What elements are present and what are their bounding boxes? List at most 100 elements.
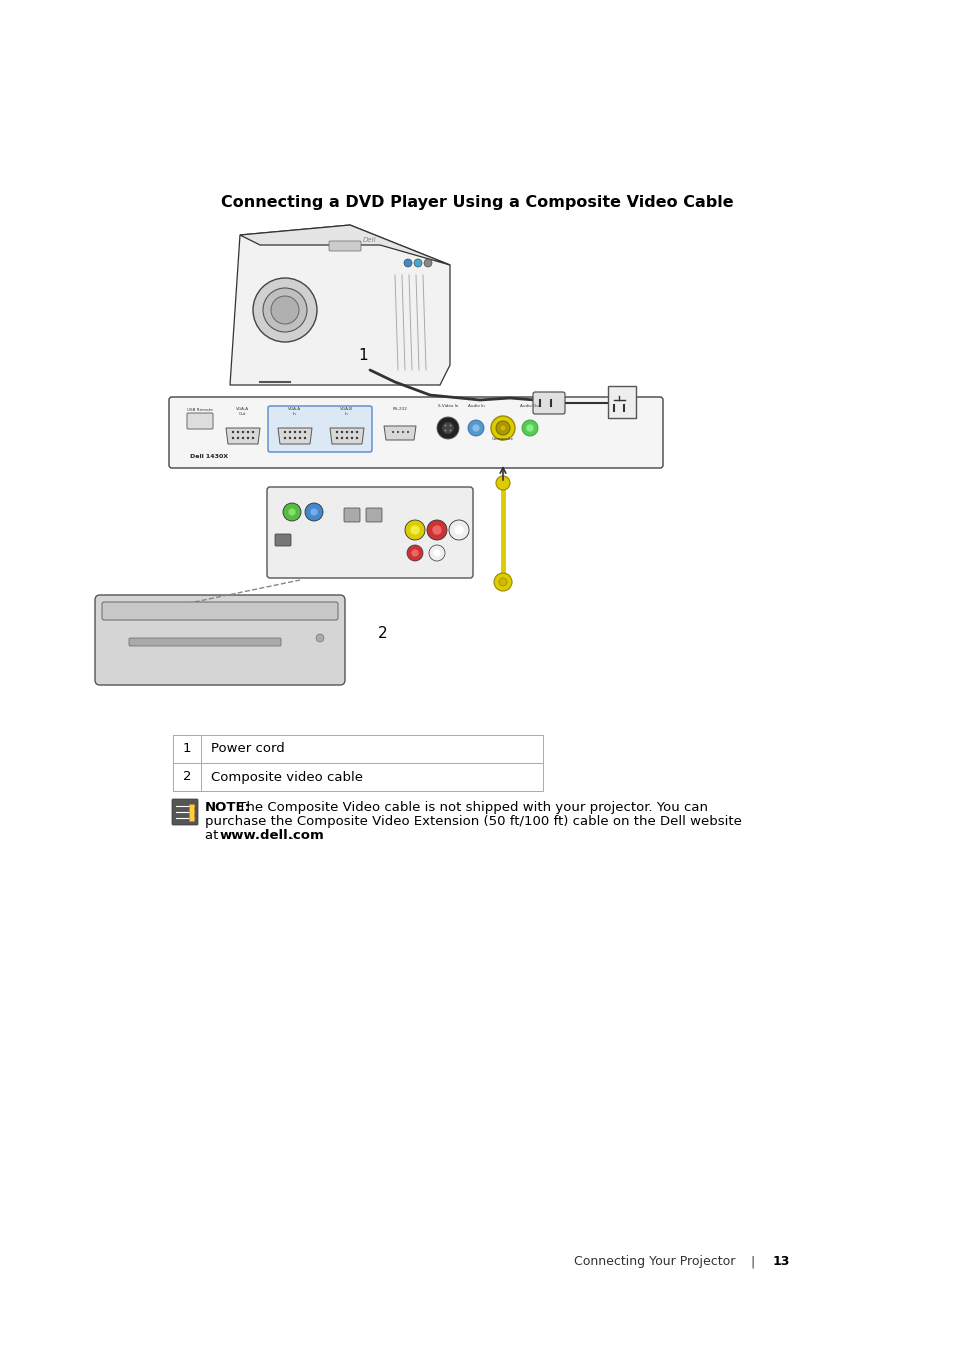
FancyBboxPatch shape <box>268 406 372 452</box>
Circle shape <box>499 425 505 431</box>
Circle shape <box>310 508 317 516</box>
Bar <box>172 734 542 763</box>
Circle shape <box>494 572 512 591</box>
Text: Power cord: Power cord <box>211 743 284 756</box>
Circle shape <box>410 525 419 535</box>
Polygon shape <box>277 428 312 444</box>
Circle shape <box>411 549 418 558</box>
Circle shape <box>294 437 295 439</box>
Circle shape <box>335 431 338 433</box>
Text: In: In <box>293 412 296 416</box>
Polygon shape <box>330 428 364 444</box>
Circle shape <box>345 431 348 433</box>
Circle shape <box>401 431 403 433</box>
Circle shape <box>283 431 286 433</box>
Circle shape <box>392 431 394 433</box>
Text: Connecting a DVD Player Using a Composite Video Cable: Connecting a DVD Player Using a Composit… <box>220 194 733 211</box>
Circle shape <box>232 437 233 439</box>
Text: S-Video In: S-Video In <box>437 404 457 408</box>
Circle shape <box>355 431 357 433</box>
Circle shape <box>444 424 446 427</box>
Circle shape <box>236 437 239 439</box>
FancyBboxPatch shape <box>129 639 281 647</box>
Text: purchase the Composite Video Extension (50 ft/100 ft) cable on the Dell website: purchase the Composite Video Extension (… <box>205 815 741 828</box>
Circle shape <box>525 424 534 432</box>
Text: Dell: Dell <box>363 238 376 243</box>
Circle shape <box>253 278 316 342</box>
Polygon shape <box>189 805 193 821</box>
Text: |: | <box>742 1256 762 1268</box>
Circle shape <box>433 549 440 558</box>
Circle shape <box>429 545 444 562</box>
Text: 13: 13 <box>772 1256 789 1268</box>
Circle shape <box>236 431 239 433</box>
Circle shape <box>449 424 451 427</box>
FancyBboxPatch shape <box>607 386 636 418</box>
Text: Composite: Composite <box>492 437 514 441</box>
Text: VGA-A: VGA-A <box>288 406 301 410</box>
Circle shape <box>241 437 244 439</box>
Circle shape <box>340 437 343 439</box>
Text: 2: 2 <box>183 771 191 783</box>
Circle shape <box>340 431 343 433</box>
Circle shape <box>252 437 253 439</box>
Text: Dell 1430X: Dell 1430X <box>190 455 228 459</box>
Circle shape <box>303 431 306 433</box>
Circle shape <box>247 437 249 439</box>
FancyBboxPatch shape <box>172 799 198 825</box>
FancyBboxPatch shape <box>187 413 213 429</box>
Text: www.dell.com: www.dell.com <box>220 829 324 842</box>
Text: at: at <box>205 829 222 842</box>
Circle shape <box>407 431 409 433</box>
Circle shape <box>521 420 537 436</box>
Bar <box>172 763 542 791</box>
Circle shape <box>289 437 291 439</box>
Circle shape <box>289 431 291 433</box>
Circle shape <box>232 431 233 433</box>
FancyBboxPatch shape <box>267 487 473 578</box>
Circle shape <box>345 437 348 439</box>
Text: VGA-A: VGA-A <box>236 406 250 410</box>
Text: 1: 1 <box>357 347 367 363</box>
Polygon shape <box>230 225 450 385</box>
Circle shape <box>496 477 510 490</box>
Circle shape <box>351 437 353 439</box>
Text: NOTE:: NOTE: <box>205 801 251 814</box>
Text: USB Remote: USB Remote <box>187 408 213 412</box>
Circle shape <box>271 296 298 324</box>
Text: 1: 1 <box>183 743 191 756</box>
Circle shape <box>423 259 432 267</box>
Text: The Composite Video cable is not shipped with your projector. You can: The Composite Video cable is not shipped… <box>233 801 707 814</box>
Text: Out: Out <box>239 412 247 416</box>
Circle shape <box>432 525 441 535</box>
Circle shape <box>444 429 446 432</box>
Text: 2: 2 <box>377 625 387 640</box>
Text: VGA-B: VGA-B <box>340 406 354 410</box>
Circle shape <box>491 416 515 440</box>
Circle shape <box>247 431 249 433</box>
Circle shape <box>305 504 323 521</box>
FancyBboxPatch shape <box>344 508 359 522</box>
Circle shape <box>468 420 483 436</box>
FancyBboxPatch shape <box>366 508 381 522</box>
Circle shape <box>454 525 463 535</box>
Circle shape <box>472 424 479 432</box>
FancyBboxPatch shape <box>329 242 360 251</box>
Text: Audio In: Audio In <box>467 404 484 408</box>
Polygon shape <box>226 428 260 444</box>
Circle shape <box>449 520 469 540</box>
Circle shape <box>303 437 306 439</box>
Circle shape <box>405 520 424 540</box>
Circle shape <box>498 578 506 586</box>
Circle shape <box>283 437 286 439</box>
Text: .: . <box>290 829 294 842</box>
Text: RS-232: RS-232 <box>392 406 407 410</box>
Circle shape <box>414 259 421 267</box>
Circle shape <box>355 437 357 439</box>
FancyBboxPatch shape <box>95 595 345 684</box>
Circle shape <box>396 431 398 433</box>
FancyBboxPatch shape <box>169 397 662 468</box>
Circle shape <box>436 417 458 439</box>
Circle shape <box>298 437 301 439</box>
Text: In: In <box>345 412 349 416</box>
